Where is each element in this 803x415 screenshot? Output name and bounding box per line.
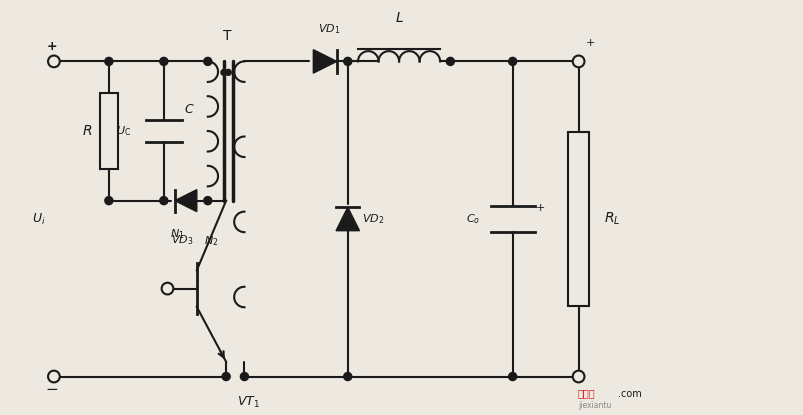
Circle shape (572, 56, 584, 67)
Text: $VD_2$: $VD_2$ (362, 212, 385, 226)
Circle shape (160, 57, 168, 66)
Text: $L$: $L$ (394, 11, 403, 25)
Circle shape (221, 69, 226, 76)
Text: $R$: $R$ (82, 124, 92, 138)
Polygon shape (313, 50, 336, 73)
Text: $VT_1$: $VT_1$ (237, 395, 259, 410)
Circle shape (222, 373, 230, 381)
Circle shape (572, 371, 584, 382)
Text: +: + (47, 39, 57, 53)
Circle shape (508, 57, 516, 66)
Circle shape (508, 373, 516, 381)
Circle shape (344, 57, 352, 66)
Text: jiexiantu: jiexiantu (577, 400, 610, 410)
Circle shape (48, 56, 59, 67)
Bar (568, 132, 588, 305)
Text: $U_i$: $U_i$ (32, 211, 46, 227)
Circle shape (48, 371, 59, 382)
Text: $C$: $C$ (184, 103, 195, 115)
Text: $N_1$: $N_1$ (169, 227, 184, 241)
Text: $U_{\mathrm{C}}$: $U_{\mathrm{C}}$ (116, 124, 131, 138)
Text: $VD_3$: $VD_3$ (171, 234, 194, 247)
Polygon shape (336, 207, 359, 231)
Text: $R_L$: $R_L$ (604, 211, 620, 227)
Text: +: + (536, 203, 544, 213)
Circle shape (240, 373, 248, 381)
Circle shape (104, 197, 112, 205)
Text: .com: .com (618, 388, 641, 398)
Text: $C_o$: $C_o$ (465, 212, 479, 226)
Circle shape (203, 57, 211, 66)
Text: $N_2$: $N_2$ (204, 234, 218, 248)
Circle shape (203, 197, 211, 205)
Circle shape (104, 57, 112, 66)
Circle shape (344, 373, 352, 381)
Text: 接线图: 接线图 (577, 388, 595, 398)
Text: $VD_1$: $VD_1$ (317, 22, 340, 36)
Circle shape (161, 283, 173, 295)
Text: +: + (585, 38, 594, 48)
Text: T: T (223, 29, 231, 43)
Bar (100, 93, 118, 169)
Circle shape (225, 69, 231, 76)
Text: −: − (45, 382, 58, 398)
Circle shape (446, 57, 454, 66)
Circle shape (160, 197, 168, 205)
Polygon shape (174, 190, 197, 212)
